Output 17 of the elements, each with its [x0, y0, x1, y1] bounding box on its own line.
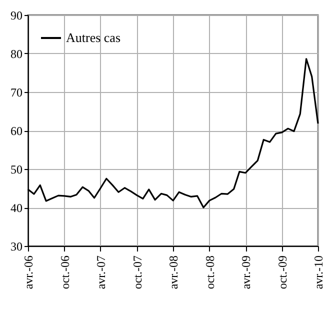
y-tick-label: 80 — [10, 47, 22, 61]
x-tick-label: oct.-07 — [130, 256, 144, 290]
legend-label: Autres cas — [66, 30, 121, 45]
y-tick-label: 40 — [10, 201, 22, 215]
y-tick-label: 90 — [10, 8, 22, 22]
x-tick-label: oct.-09 — [275, 256, 290, 290]
x-tick-label: oct.-06 — [58, 256, 72, 290]
x-tick-label: avr.-09 — [239, 256, 254, 290]
x-tick-label: oct.-08 — [202, 256, 217, 290]
x-tick-label: avr.-10 — [312, 256, 326, 290]
x-tick-label: avr.-06 — [22, 256, 36, 290]
y-tick-label: 50 — [10, 162, 22, 176]
y-tick-label: 60 — [10, 124, 22, 138]
y-tick-label: 70 — [10, 86, 22, 100]
x-tick-label: avr.-07 — [94, 256, 108, 290]
x-tick-label: avr.-08 — [166, 256, 181, 290]
y-tick-label: 30 — [10, 240, 22, 254]
